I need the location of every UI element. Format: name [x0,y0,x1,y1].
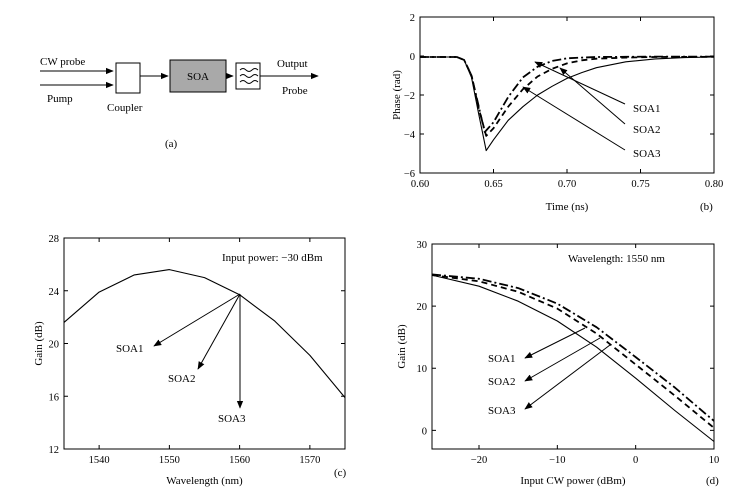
y-axis-label-b: Phase (rad) [391,70,403,120]
y-tick-label-c: 20 [49,340,60,351]
y-tick-label-d: 0 [422,426,427,437]
y-tick-label-b: −4 [404,130,416,141]
panel-label-b: (b) [700,201,713,213]
y-tick-label-d: 20 [417,302,428,313]
x-axis-label-c: Wavelength (nm) [166,475,243,487]
annotation-arrow-c-soa2 [197,293,241,370]
x-tick-label-c: 1540 [89,455,110,466]
panel-label-d: (d) [706,475,719,487]
annotation-arrow-b-soa3 [522,86,626,151]
annotation-label-c-soa1: SOA1 [116,343,144,355]
x-tick-label-b: 0.60 [411,179,429,190]
y-tick-label-b: 0 [410,52,415,63]
panel-a-diagram: CW probe Pump Coupler SOA Output Probe (… [40,56,319,150]
series-line-d-soa1 [431,273,715,422]
y-tick-label-c: 28 [49,234,60,245]
x-tick-label-c: 1560 [229,455,250,466]
x-tick-label-c: 1570 [299,455,320,466]
annotation-text-c: Input power: −30 dBm [222,252,323,264]
series-line-b-soa3 [420,56,715,152]
pump-label: Pump [47,93,73,105]
annotation-arrow-b-soa2 [559,67,626,125]
x-tick-label-b: 0.80 [705,179,723,190]
annotation-text-d: Wavelength: 1550 nm [568,253,665,265]
annotation-label-b-soa2: SOA2 [633,124,661,136]
y-tick-label-c: 16 [49,392,60,403]
y-tick-label-b: 2 [410,13,415,24]
panel-a-label: (a) [165,138,178,150]
output-label: Output [277,58,308,70]
coupler-label: Coupler [107,102,143,114]
coupler-box [115,62,141,94]
filter-box [235,62,261,90]
y-tick-label-d: 10 [417,364,428,375]
annotation-label-d-soa2: SOA2 [488,376,516,388]
series-line-b-soa1 [420,55,714,134]
filter-wave-icon [239,68,259,84]
annotation-label-c-soa3: SOA3 [218,413,246,425]
y-tick-label-c: 24 [49,287,60,298]
y-tick-label-b: −6 [404,169,415,180]
chart-c: 1540 1550 1560 1570 12 16 20 24 28 Wavelength (nm… [33,234,347,487]
annotation-arrow-d-soa3 [524,344,611,410]
x-tick-label-b: 0.70 [558,179,576,190]
x-tick-label-d: 10 [709,455,720,466]
x-axis-label-b: Time (ns) [546,201,589,213]
y-tick-label-b: −2 [404,91,415,102]
x-tick-label-b: 0.65 [484,179,502,190]
x-tick-label-d: −10 [549,455,565,466]
annotation-label-d-soa1: SOA1 [488,353,516,365]
annotation-label-b-soa3: SOA3 [633,148,661,160]
plot-frame-b [419,16,715,174]
y-tick-label-d: 30 [417,240,428,251]
series-line-b-soa2 [420,55,715,137]
plot-frame-c [63,237,346,450]
y-axis-label-c: Gain (dB) [33,321,45,366]
series-line-d-soa3 [431,274,715,442]
probe-label: Probe [282,85,308,97]
panel-label-c: (c) [334,467,347,479]
soa-label: SOA [187,71,209,83]
chart-d: −20 −10 0 10 0 10 20 30 Input CW power (dBm) Gain… [396,240,719,487]
y-axis-label-d: Gain (dB) [396,324,408,369]
y-tick-label-c: 12 [49,445,60,456]
series-line-c-soa [63,269,346,398]
annotation-arrow-d-soa1 [524,327,586,359]
x-tick-label-d: −20 [471,455,487,466]
x-axis-label-d: Input CW power (dBm) [520,475,626,487]
annotation-arrow-c-soa1 [153,293,241,347]
annotation-arrow-b-soa1 [534,61,626,105]
x-tick-label-d: 0 [633,455,638,466]
soa-box [169,59,227,93]
series-line-d-soa2 [431,274,715,429]
annotation-label-d-soa3: SOA3 [488,405,516,417]
plot-frame-d [431,243,715,450]
x-tick-label-c: 1550 [159,455,180,466]
x-tick-label-b: 0.75 [631,179,649,190]
chart-b: 0.60 0.65 0.70 0.75 0.80 −6 −4 −2 0 2 Time (ns) Pha… [391,13,723,213]
annotation-label-b-soa1: SOA1 [633,103,661,115]
annotation-label-c-soa2: SOA2 [168,373,196,385]
annotation-arrow-d-soa2 [524,337,601,382]
cw-probe-label: CW probe [40,56,85,68]
